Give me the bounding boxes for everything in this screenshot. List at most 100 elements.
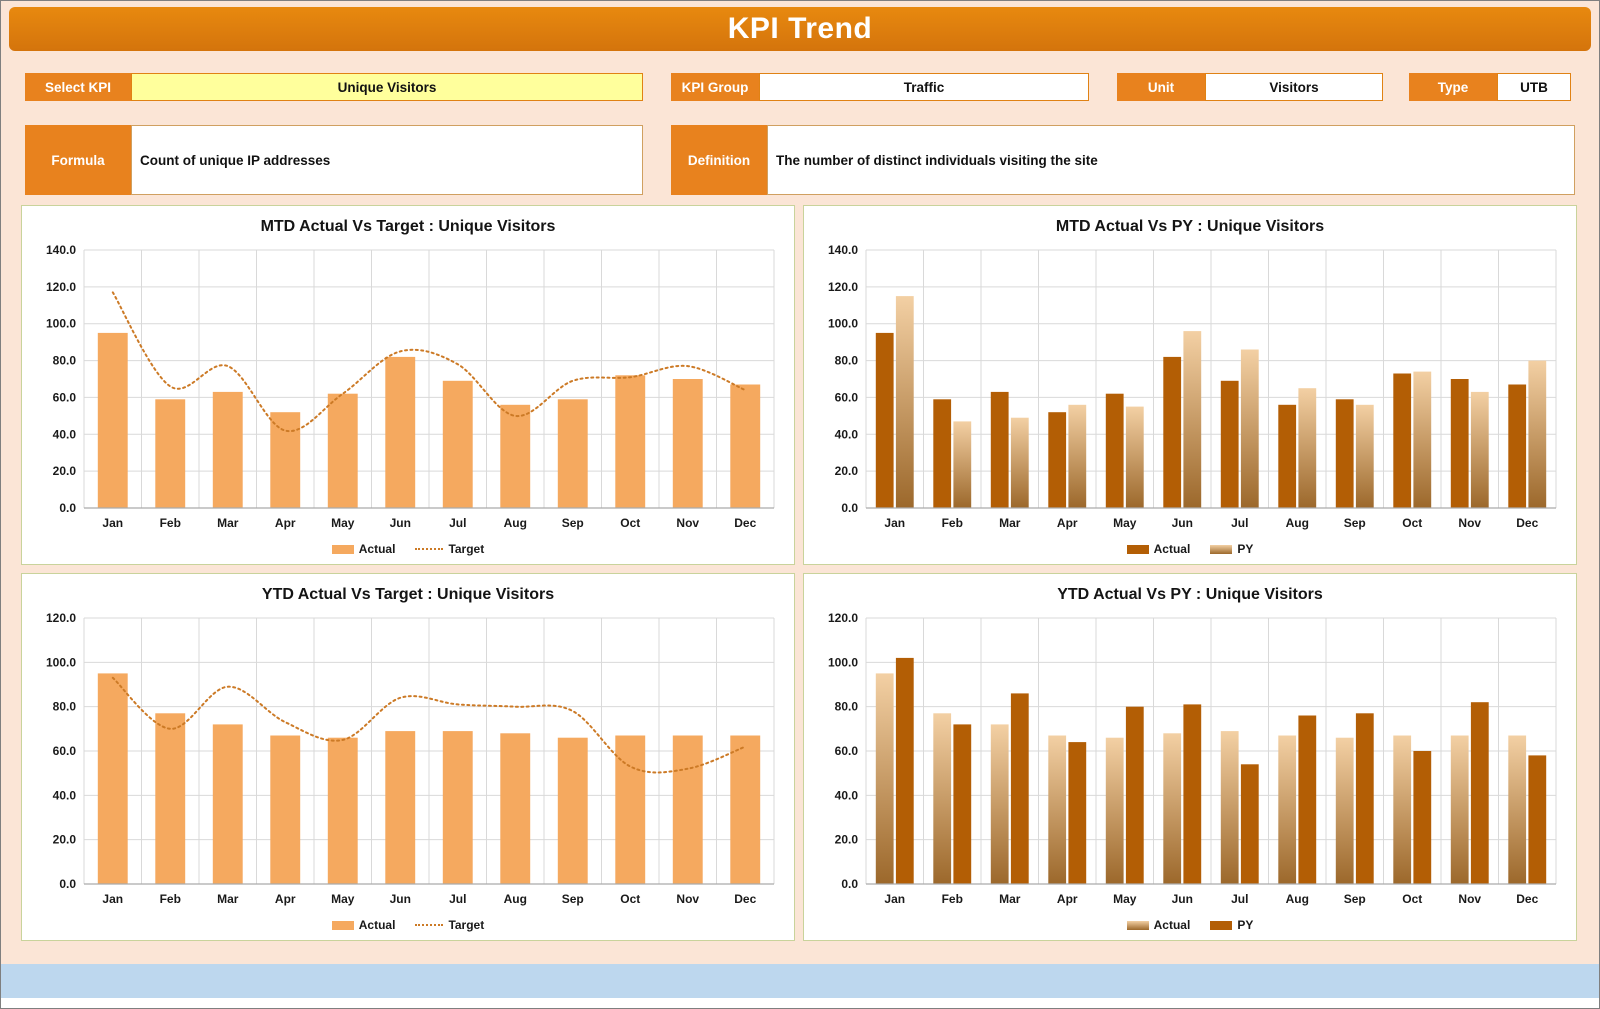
svg-text:100.0: 100.0	[828, 317, 858, 331]
svg-text:Sep: Sep	[1344, 892, 1366, 906]
definition-value: The number of distinct individuals visit…	[767, 125, 1575, 195]
svg-text:Nov: Nov	[676, 516, 699, 530]
svg-text:140.0: 140.0	[46, 243, 76, 257]
legend-label: Actual	[1153, 918, 1191, 932]
svg-text:60.0: 60.0	[53, 390, 77, 404]
svg-text:Jul: Jul	[449, 892, 466, 906]
svg-text:40.0: 40.0	[835, 788, 859, 802]
svg-text:May: May	[1113, 892, 1137, 906]
chart-title: YTD Actual Vs PY : Unique Visitors	[1057, 586, 1323, 603]
formula-value: Count of unique IP addresses	[131, 125, 643, 195]
svg-text:Aug: Aug	[504, 892, 527, 906]
svg-text:20.0: 20.0	[835, 833, 859, 847]
chart-mtd-actual-vs-py: MTD Actual Vs PY : Unique Visitors 0.0 20…	[803, 205, 1577, 565]
svg-text:Sep: Sep	[562, 892, 584, 906]
svg-text:20.0: 20.0	[53, 464, 77, 478]
svg-text:20.0: 20.0	[53, 833, 77, 847]
svg-text:Apr: Apr	[275, 892, 296, 906]
chart-title: MTD Actual Vs PY : Unique Visitors	[1055, 218, 1325, 235]
svg-text:20.0: 20.0	[835, 464, 859, 478]
chart-legend: Actual Target	[30, 536, 786, 562]
svg-text:60.0: 60.0	[53, 744, 77, 758]
svg-text:Apr: Apr	[1057, 516, 1078, 530]
formula-label: Formula	[25, 125, 131, 195]
legend-label: PY	[1237, 918, 1254, 932]
svg-text:120.0: 120.0	[828, 611, 858, 625]
svg-text:Jan: Jan	[884, 516, 905, 530]
svg-text:0.0: 0.0	[841, 877, 858, 891]
legend-bar-swatch-icon	[1210, 544, 1233, 554]
svg-text:Jun: Jun	[1172, 892, 1193, 906]
svg-text:80.0: 80.0	[835, 354, 859, 368]
svg-text:60.0: 60.0	[835, 390, 859, 404]
chart-mtd-actual-vs-target: MTD Actual Vs Target : Unique Visitors 0…	[21, 205, 795, 565]
svg-text:Dec: Dec	[1516, 516, 1538, 530]
legend-item-actual: Actual	[331, 918, 396, 932]
chart-legend: Actual PY	[812, 912, 1568, 938]
svg-text:Apr: Apr	[1057, 892, 1078, 906]
svg-text:Dec: Dec	[734, 892, 756, 906]
svg-text:May: May	[331, 516, 355, 530]
legend-item-py: PY	[1210, 918, 1253, 932]
svg-text:120.0: 120.0	[828, 280, 858, 294]
svg-text:Nov: Nov	[1458, 892, 1481, 906]
svg-text:Jun: Jun	[390, 892, 411, 906]
svg-text:Jun: Jun	[1172, 516, 1193, 530]
type-field: UTB	[1497, 73, 1571, 101]
svg-text:Jun: Jun	[390, 516, 411, 530]
header-bar: KPI Trend	[9, 7, 1591, 51]
legend-item-target: Target	[415, 918, 484, 932]
chart-title: YTD Actual Vs Target : Unique Visitors	[261, 586, 555, 603]
svg-text:Jul: Jul	[1231, 516, 1248, 530]
svg-text:120.0: 120.0	[46, 611, 76, 625]
bottom-strip	[1, 964, 1599, 998]
legend-item-actual: Actual	[1126, 542, 1190, 556]
select-kpi-field[interactable]: Unique Visitors	[131, 73, 643, 101]
svg-text:120.0: 120.0	[46, 280, 76, 294]
unit-field: Visitors	[1205, 73, 1383, 101]
legend-label: Actual	[358, 918, 396, 932]
svg-text:40.0: 40.0	[835, 427, 859, 441]
legend-dotted-line-icon	[415, 548, 444, 550]
svg-text:Feb: Feb	[160, 892, 181, 906]
svg-text:Feb: Feb	[942, 892, 963, 906]
chart-title: MTD Actual Vs Target : Unique Visitors	[260, 218, 556, 235]
svg-text:Feb: Feb	[160, 516, 181, 530]
svg-text:40.0: 40.0	[53, 427, 77, 441]
svg-text:Aug: Aug	[1286, 516, 1309, 530]
legend-bar-swatch-icon	[331, 920, 354, 930]
svg-text:Oct: Oct	[620, 892, 640, 906]
chart-legend: Actual PY	[812, 536, 1568, 562]
svg-text:Sep: Sep	[1344, 516, 1366, 530]
svg-text:Mar: Mar	[217, 516, 239, 530]
svg-text:80.0: 80.0	[53, 354, 77, 368]
legend-dotted-line-icon	[415, 924, 444, 926]
legend-item-py: PY	[1210, 542, 1253, 556]
legend-bar-swatch-icon	[1126, 544, 1149, 554]
svg-text:0.0: 0.0	[59, 501, 76, 515]
svg-text:Mar: Mar	[999, 892, 1021, 906]
chart-legend: Actual Target	[30, 912, 786, 938]
svg-text:Sep: Sep	[562, 516, 584, 530]
svg-text:Aug: Aug	[504, 516, 527, 530]
svg-text:May: May	[1113, 516, 1137, 530]
legend-label: Target	[448, 542, 485, 556]
svg-text:140.0: 140.0	[828, 243, 858, 257]
svg-text:Dec: Dec	[1516, 892, 1538, 906]
svg-text:Aug: Aug	[1286, 892, 1309, 906]
kpi-group-field: Traffic	[759, 73, 1089, 101]
svg-text:Oct: Oct	[1402, 516, 1422, 530]
svg-text:Oct: Oct	[620, 516, 640, 530]
page-title: KPI Trend	[727, 12, 873, 45]
chart-ytd-actual-vs-py: YTD Actual Vs PY : Unique Visitors 0.0 20…	[803, 573, 1577, 941]
svg-text:Mar: Mar	[217, 892, 239, 906]
svg-text:100.0: 100.0	[828, 655, 858, 669]
svg-text:Apr: Apr	[275, 516, 296, 530]
definition-label: Definition	[671, 125, 767, 195]
legend-label: Actual	[358, 542, 396, 556]
chart-ytd-actual-vs-target: YTD Actual Vs Target : Unique Visitors 0…	[21, 573, 795, 941]
svg-text:80.0: 80.0	[835, 700, 859, 714]
svg-text:60.0: 60.0	[835, 744, 859, 758]
legend-item-actual: Actual	[1126, 918, 1191, 932]
svg-text:Jul: Jul	[1231, 892, 1248, 906]
